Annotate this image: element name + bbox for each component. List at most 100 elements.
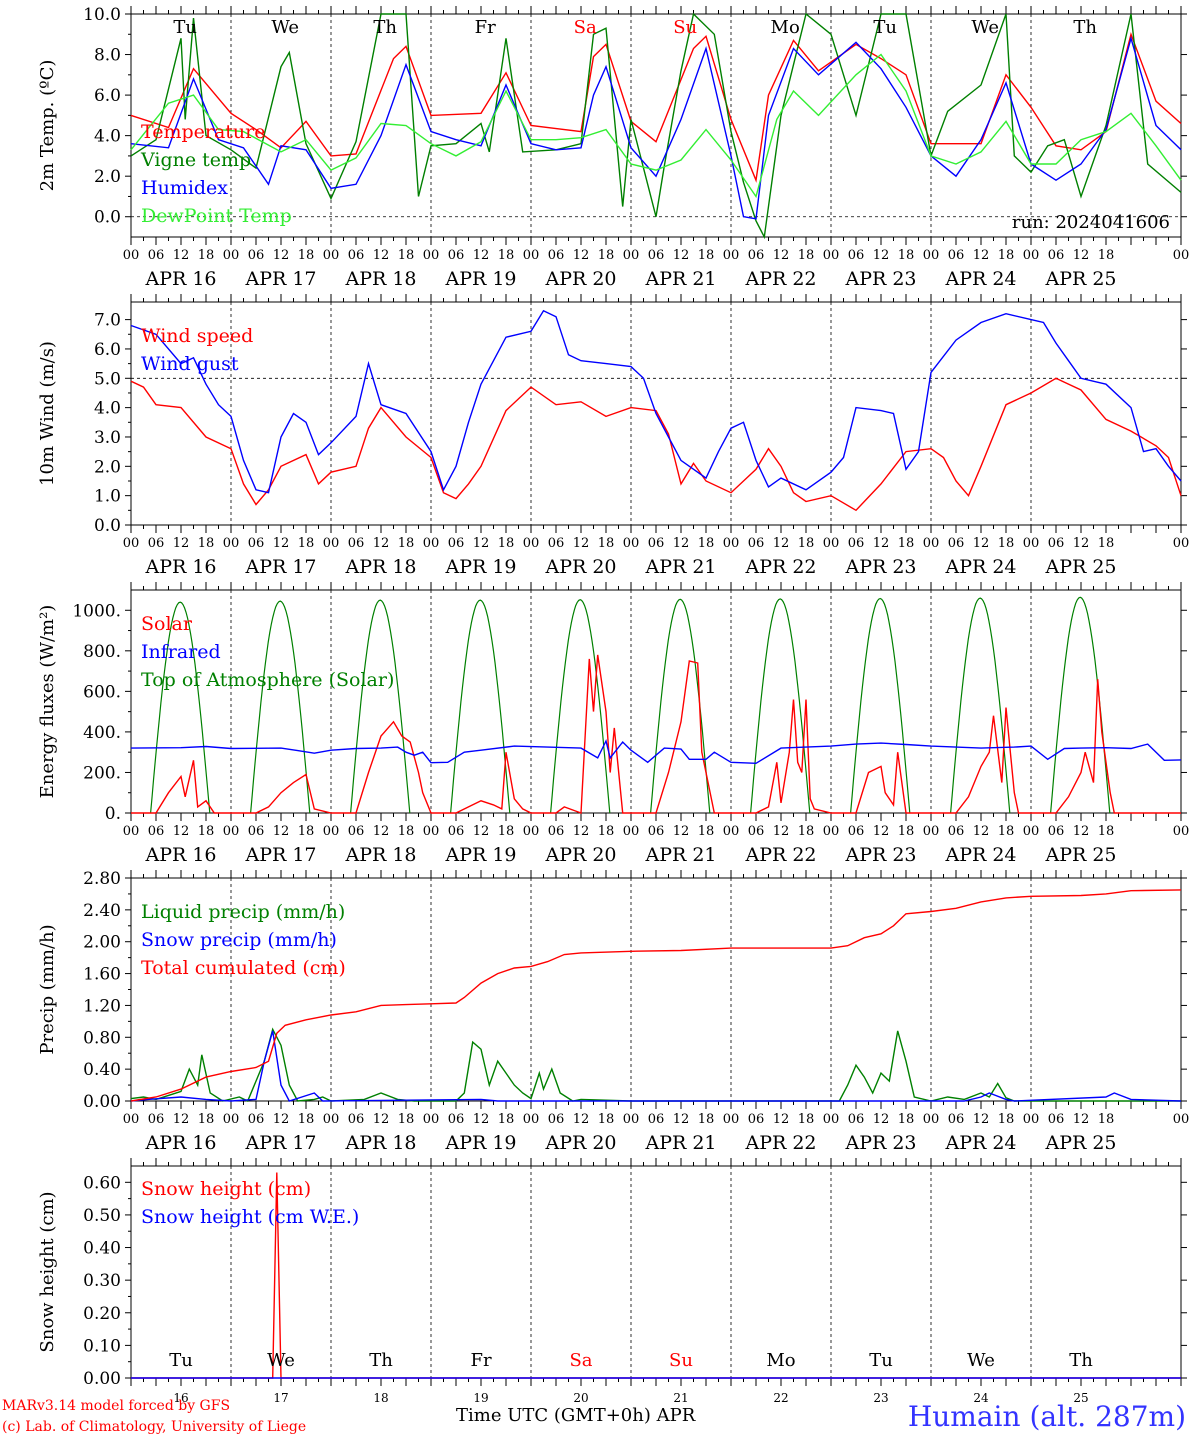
hour-label: 12 (173, 248, 190, 263)
y-tick-label: 0.0 (94, 516, 121, 536)
hour-label: 18 (798, 536, 815, 551)
hour-label: 18 (198, 536, 215, 551)
y-tick-label: 4.0 (94, 399, 121, 419)
legend-entry: Vigne temp (140, 149, 251, 171)
day-number-label: 18 (373, 1391, 388, 1405)
hour-label: 06 (548, 536, 565, 551)
date-label: APR 17 (244, 268, 316, 290)
weekday-label: Tu (169, 1350, 193, 1371)
hour-label: 00 (323, 1112, 340, 1127)
hour-label: 18 (698, 248, 715, 263)
date-label: APR 24 (944, 844, 1016, 866)
date-label: APR 18 (344, 1132, 416, 1154)
hour-label: 12 (673, 536, 690, 551)
hour-label: 06 (948, 824, 965, 839)
date-label: APR 20 (544, 268, 616, 290)
y-tick-label: 0.80 (83, 1028, 121, 1048)
hour-label: 06 (148, 824, 165, 839)
legend-entry: Total cumulated (cm) (141, 957, 346, 979)
date-label: APR 19 (444, 1132, 516, 1154)
hour-label: 06 (148, 536, 165, 551)
y-tick-label: 1.20 (83, 996, 121, 1016)
weekday-label: We (271, 17, 299, 38)
hour-label: 06 (248, 536, 265, 551)
hour-label: 12 (573, 536, 590, 551)
hour-label: 18 (598, 1112, 615, 1127)
hour-label: 00 (623, 824, 640, 839)
weekday-label: Tu (173, 17, 197, 38)
weekday-label: We (967, 1350, 995, 1371)
hour-label: 12 (673, 248, 690, 263)
day-number-label: 20 (573, 1391, 588, 1405)
hour-label: 06 (348, 248, 365, 263)
y-tick-label: 2.40 (83, 901, 121, 921)
y-tick-label: 1.0 (94, 487, 121, 507)
hour-label: 00 (823, 248, 840, 263)
hour-label: 18 (398, 536, 415, 551)
date-label: APR 22 (744, 844, 816, 866)
hour-label: 18 (898, 248, 915, 263)
hour-label: 12 (1073, 824, 1090, 839)
lab-credit: (c) Lab. of Climatology, University of L… (2, 1419, 307, 1435)
y-tick-label: 0.50 (83, 1206, 121, 1226)
date-label: APR 21 (644, 844, 716, 866)
date-label: APR 22 (744, 268, 816, 290)
snow-height-cm--line (131, 1172, 1181, 1379)
weekday-label: Tu (869, 1350, 893, 1371)
day-number-label: 25 (1073, 1391, 1088, 1405)
hour-label: 12 (373, 1112, 390, 1127)
y-tick-label: 0. (105, 804, 121, 824)
hour-label: 12 (873, 1112, 890, 1127)
hour-label: 06 (748, 536, 765, 551)
hour-label: 18 (998, 824, 1015, 839)
hour-label: 00 (523, 248, 540, 263)
weekday-label: We (971, 17, 999, 38)
hour-label: 18 (898, 536, 915, 551)
hour-label: 12 (773, 1112, 790, 1127)
hour-label: 06 (348, 536, 365, 551)
hour-label: 18 (498, 1112, 515, 1127)
hour-label: 00 (523, 1112, 540, 1127)
hour-label: 12 (873, 536, 890, 551)
hour-label: 18 (498, 824, 515, 839)
hour-label: 06 (348, 824, 365, 839)
date-label: APR 24 (944, 556, 1016, 578)
hour-label: 06 (1048, 248, 1065, 263)
hour-label: 00 (1173, 824, 1190, 839)
run-label: run: 2024041606 (1012, 212, 1170, 233)
date-label: APR 25 (1044, 1132, 1116, 1154)
hour-label: 12 (1073, 1112, 1090, 1127)
hour-label: 06 (448, 536, 465, 551)
hour-label: 06 (448, 824, 465, 839)
hour-label: 12 (173, 824, 190, 839)
hour-label: 00 (223, 824, 240, 839)
hour-label: 12 (1073, 536, 1090, 551)
date-label: APR 16 (144, 268, 216, 290)
hour-label: 00 (623, 536, 640, 551)
hour-label: 00 (123, 1112, 140, 1127)
toa-solar-arc (150, 601, 211, 814)
date-label: APR 17 (244, 844, 316, 866)
hour-label: 00 (123, 824, 140, 839)
date-label: APR 20 (544, 1132, 616, 1154)
hour-label: 06 (848, 1112, 865, 1127)
hour-label: 12 (273, 536, 290, 551)
hour-label: 00 (423, 824, 440, 839)
hour-label: 06 (548, 1112, 565, 1127)
y-tick-label: 800. (83, 642, 121, 662)
hour-label: 12 (973, 1112, 990, 1127)
hour-label: 12 (273, 1112, 290, 1127)
day-number-label: 19 (473, 1391, 488, 1405)
hour-label: 06 (748, 824, 765, 839)
toa-solar-arc (350, 599, 411, 814)
toa-solar-arc (650, 598, 711, 814)
y-axis-label: Energy fluxes (W/m²) (37, 605, 58, 799)
hour-label: 00 (323, 824, 340, 839)
hour-label: 06 (648, 248, 665, 263)
toa-solar-arc (850, 597, 911, 814)
hour-label: 06 (748, 1112, 765, 1127)
hour-label: 12 (373, 824, 390, 839)
hour-label: 18 (1098, 1112, 1115, 1127)
hour-label: 18 (798, 1112, 815, 1127)
date-label: APR 17 (244, 1132, 316, 1154)
